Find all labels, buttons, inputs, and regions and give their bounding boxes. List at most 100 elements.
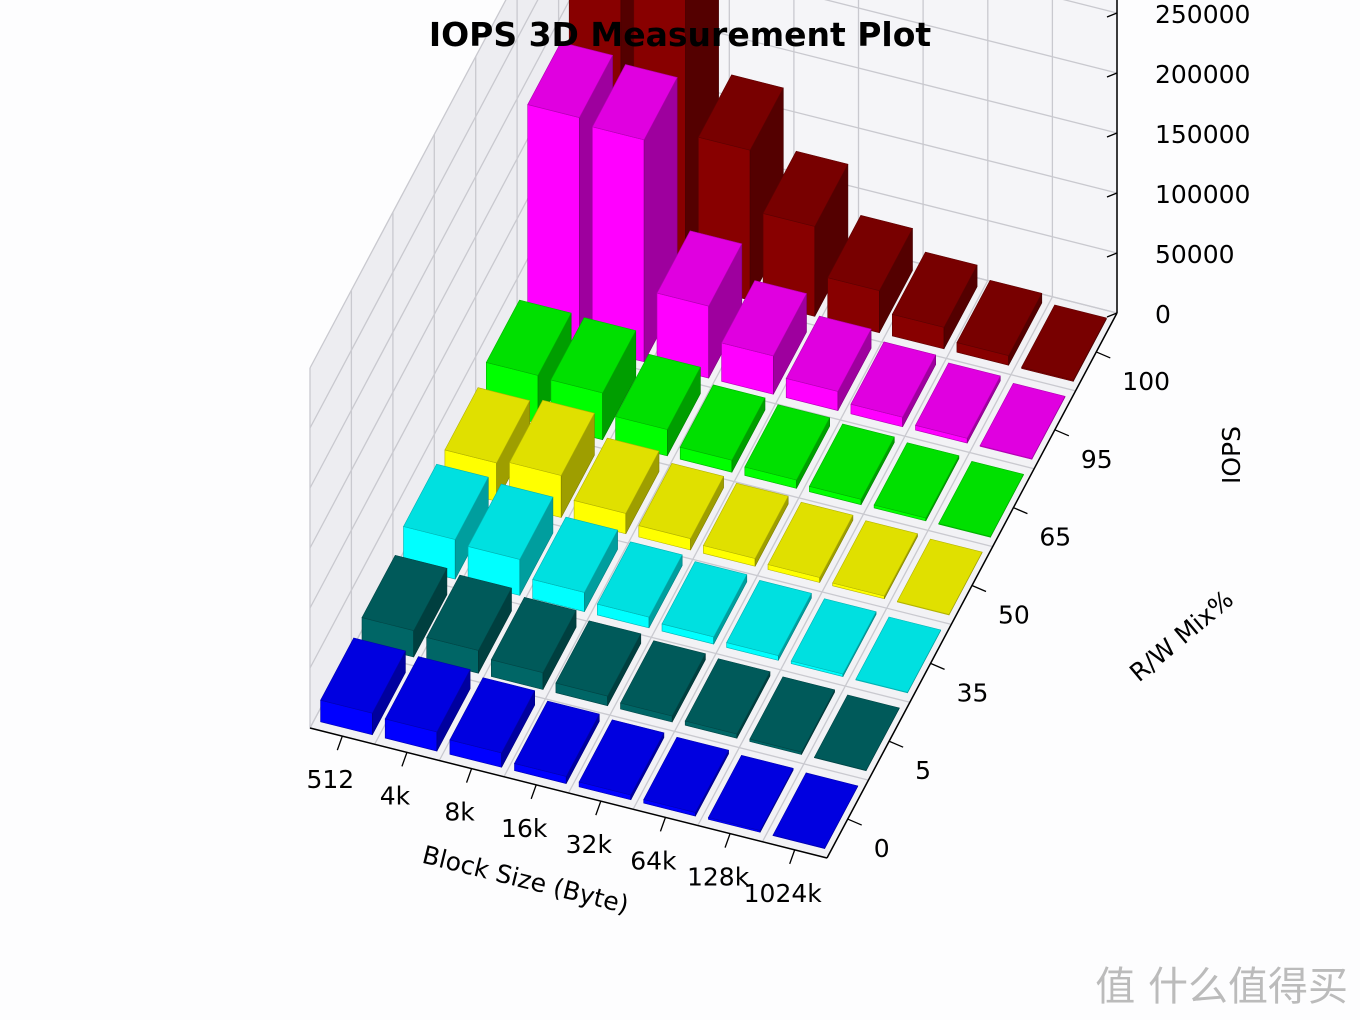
z-tick-label: 200000 <box>1155 60 1250 89</box>
bar-1024k-rw95 <box>979 382 1066 460</box>
bar-128k-rw95 <box>915 362 1001 444</box>
x-tick-label: 512 <box>306 765 354 794</box>
x-axis-line <box>309 727 828 859</box>
z-tick-label: 100000 <box>1155 180 1250 209</box>
bar-64k-rw100 <box>891 251 978 350</box>
x-tick <box>401 752 408 767</box>
z-tick-label: 50000 <box>1155 240 1235 269</box>
y-tick <box>1013 507 1028 515</box>
bar-16k-rw35 <box>596 541 683 629</box>
bar-top-face <box>896 538 983 615</box>
z-tick <box>1106 12 1118 18</box>
x-tick-label: 32k <box>566 830 613 859</box>
z-tick <box>1106 252 1118 258</box>
x-tick <box>724 833 731 848</box>
bar-1024k-rw50 <box>896 538 983 616</box>
x-tick <box>530 784 537 800</box>
bars <box>320 0 1107 849</box>
bar-top-face <box>891 251 978 328</box>
y-tick <box>1096 351 1111 359</box>
z-tick <box>1106 72 1118 78</box>
bar-8k-rw35 <box>532 516 619 612</box>
z-tick-label: 250000 <box>1155 0 1250 29</box>
y-axis-label: R/W Mix% <box>1124 585 1239 688</box>
bar-8k-rw0 <box>449 677 536 768</box>
bar-64k-rw5 <box>684 658 771 739</box>
bar-top-face <box>527 41 614 118</box>
y-tick <box>1054 429 1070 437</box>
bar-top-face <box>873 442 960 519</box>
bar-128k-rw65 <box>873 442 960 522</box>
bar-top-face <box>596 541 683 618</box>
bar-top-face <box>790 598 877 675</box>
bar-1024k-rw100 <box>1021 304 1107 382</box>
bar-top-face <box>591 64 678 141</box>
bar-top-face <box>490 597 577 674</box>
bar-top-face <box>643 736 730 813</box>
bar-top-face <box>744 404 831 481</box>
bar-16k-rw65 <box>679 384 766 473</box>
y-tick-label: 35 <box>957 678 989 707</box>
y-tick-label: 0 <box>874 834 890 863</box>
bar-32k-rw65 <box>744 404 831 489</box>
y-tick <box>971 584 987 593</box>
bar-128k-rw35 <box>790 598 877 677</box>
y-tick <box>888 740 904 748</box>
bar-top-face <box>320 637 406 714</box>
bar-top-face <box>721 280 807 357</box>
bar-top-face <box>661 561 748 638</box>
bar-top-face <box>702 482 789 559</box>
bar-top-face <box>832 520 918 597</box>
bar-1024k-rw0 <box>772 772 859 849</box>
bar-32k-rw35 <box>661 561 748 645</box>
x-tick-label: 16k <box>501 814 548 843</box>
y-tick-label: 65 <box>1039 523 1071 552</box>
bar-16k-rw0 <box>514 700 600 784</box>
z-tick <box>1106 312 1118 318</box>
bar-128k-rw0 <box>707 754 794 833</box>
bar-1024k-rw5 <box>813 694 900 772</box>
bar-top-face <box>762 150 849 227</box>
x-tick-label: 64k <box>630 846 677 875</box>
bar-top-face <box>444 387 531 464</box>
bar-top-face <box>813 694 900 771</box>
bar-128k-rw50 <box>832 520 918 600</box>
bar-top-face <box>384 656 471 733</box>
z-tick <box>1106 132 1118 138</box>
bar-1024k-rw65 <box>938 460 1024 538</box>
z-tick <box>1106 192 1118 198</box>
bar-top-face <box>749 676 836 753</box>
bar-top-face <box>679 384 766 461</box>
bar-top-face <box>550 317 637 394</box>
bar-top-face <box>426 574 512 651</box>
bar-64k-rw50 <box>767 501 854 583</box>
bar-top-face <box>403 463 489 540</box>
bar-top-face <box>1021 304 1107 381</box>
y-tick <box>930 662 945 670</box>
watermark: 值 什么值得买 <box>1095 964 1348 1010</box>
bar-8k-rw50 <box>573 437 660 535</box>
chart-title: IOPS 3D Measurement Plot <box>429 15 932 54</box>
bar-top-face <box>532 516 619 593</box>
bar-top-face <box>726 579 812 656</box>
bar-8k-rw95 <box>656 230 743 379</box>
bar-top-face <box>514 700 600 777</box>
x-tick-label: 128k <box>687 863 750 892</box>
bar-top-face <box>855 616 942 693</box>
y-tick-label: 100 <box>1122 367 1170 396</box>
x-tick-label: 8k <box>444 798 475 827</box>
bar-512-rw5 <box>361 554 448 658</box>
z-grid-line <box>309 0 507 369</box>
bar-32k-rw0 <box>578 719 665 801</box>
x-tick <box>336 735 343 751</box>
bar-top-face <box>767 501 854 578</box>
bar-top-face <box>785 315 872 392</box>
x-tick-label: 4k <box>380 781 411 810</box>
bar-top-face <box>620 640 706 717</box>
bar-top-face <box>979 382 1066 459</box>
bar-top-face <box>656 230 743 307</box>
y-tick-label: 95 <box>1081 445 1113 474</box>
bar-top-face <box>555 620 642 697</box>
